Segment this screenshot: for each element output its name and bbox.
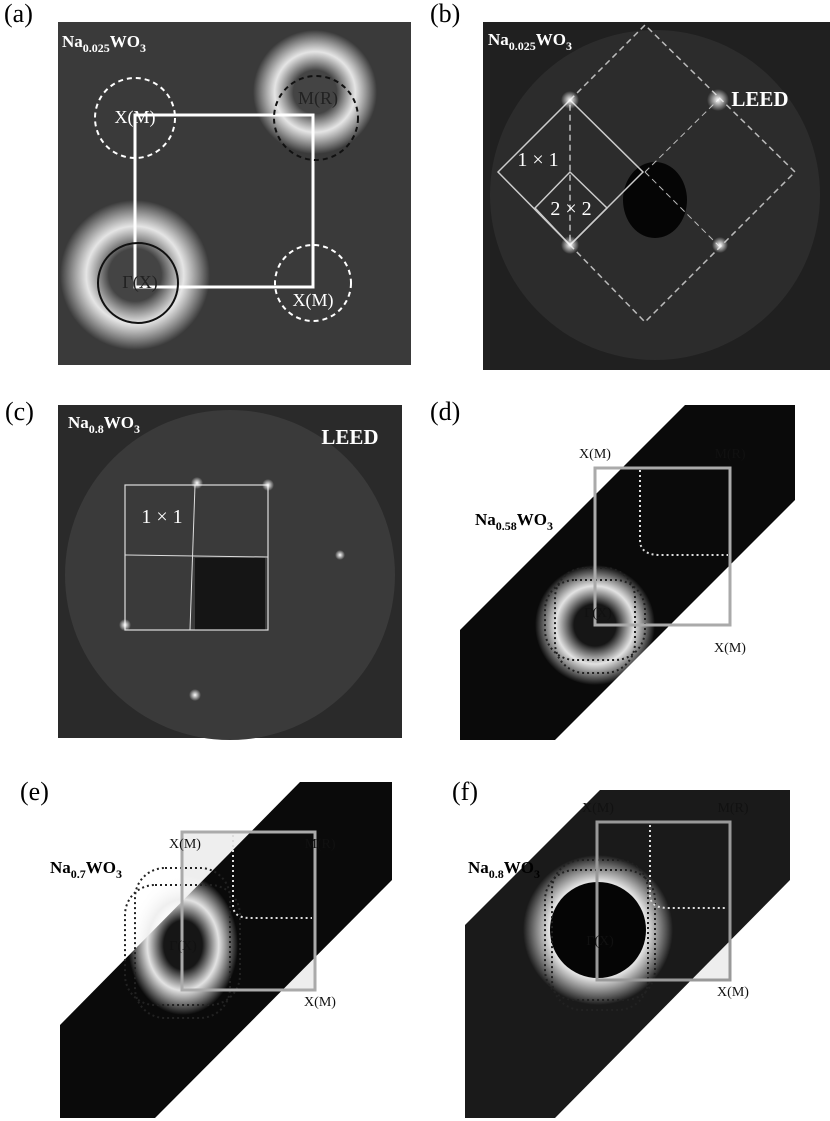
spot xyxy=(262,479,274,491)
spot xyxy=(119,619,131,631)
annotation: Γ(X) xyxy=(586,934,614,949)
f: 3 xyxy=(116,867,122,881)
f: 0.8 xyxy=(89,422,104,436)
spot xyxy=(561,236,579,254)
f: Na xyxy=(68,413,89,432)
annotation: Γ(X) xyxy=(584,606,612,621)
f: 0.025 xyxy=(509,39,536,53)
annotation: X(M) xyxy=(582,801,614,816)
spot xyxy=(335,550,345,560)
f: Na xyxy=(50,858,71,877)
annotation: 2 × 2 xyxy=(550,198,591,220)
annotation: M(R) xyxy=(298,88,338,109)
f: Na xyxy=(62,32,83,51)
shadow xyxy=(195,558,265,630)
annotation: Γ(X) xyxy=(169,939,197,954)
annotation: M(R) xyxy=(304,837,335,852)
f: 3 xyxy=(134,422,140,436)
spot xyxy=(191,477,203,489)
annotation: 1 × 1 xyxy=(517,149,558,171)
formula: Na0.58WO3 xyxy=(475,510,553,533)
figure: (a) Na0.025WO3 X(M) M(R) Γ(X) X(M) (b) N… xyxy=(0,0,830,1121)
f: WO xyxy=(517,510,547,529)
f: 3 xyxy=(140,41,146,55)
annotation: X(M) xyxy=(717,985,749,1000)
f: 3 xyxy=(534,867,540,881)
f: 3 xyxy=(566,39,572,53)
spot xyxy=(707,89,729,111)
annotation: X(M) xyxy=(169,837,201,852)
annotation: LEED xyxy=(731,87,788,111)
annotation: M(R) xyxy=(717,801,748,816)
annotation: Γ(X) xyxy=(122,272,157,293)
f: Na xyxy=(475,510,496,529)
annotation: X(M) xyxy=(579,447,611,462)
f: WO xyxy=(110,32,140,51)
annotation: X(M) xyxy=(115,107,156,128)
panel-label: (d) xyxy=(430,397,460,426)
panel-label: (f) xyxy=(452,777,478,806)
f: WO xyxy=(504,858,534,877)
formula: Na0.7WO3 xyxy=(50,858,122,881)
panel-label: (b) xyxy=(430,0,460,28)
annotation: M(R) xyxy=(714,447,745,462)
f: Na xyxy=(488,30,509,49)
spot xyxy=(561,91,579,109)
spot xyxy=(712,237,728,253)
annotation: X(M) xyxy=(714,641,746,656)
f: WO xyxy=(86,858,116,877)
spot xyxy=(189,689,201,701)
panel-label: (c) xyxy=(5,397,34,426)
shadow xyxy=(623,162,687,238)
panel-label: (e) xyxy=(20,777,49,806)
f: WO xyxy=(104,413,134,432)
f: WO xyxy=(536,30,566,49)
f: Na xyxy=(468,858,489,877)
annotation: LEED xyxy=(321,425,378,449)
panel-label: (a) xyxy=(4,0,33,28)
f: 0.8 xyxy=(489,867,504,881)
f: 3 xyxy=(547,519,553,533)
annotation: 1 × 1 xyxy=(141,506,182,528)
f: 0.025 xyxy=(83,41,110,55)
annotation: X(M) xyxy=(293,290,334,311)
annotation: X(M) xyxy=(304,995,336,1010)
f: 0.7 xyxy=(71,867,86,881)
f: 0.58 xyxy=(496,519,517,533)
